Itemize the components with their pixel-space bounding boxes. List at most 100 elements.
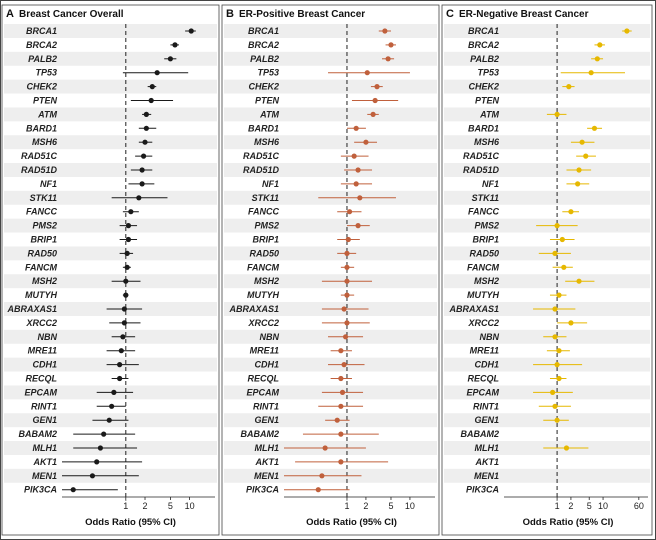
gene-label: XRCC2: [467, 318, 499, 328]
gene-label: PALB2: [250, 54, 279, 64]
row-stripe: [444, 135, 650, 150]
gene-label: RAD51C: [21, 151, 58, 161]
gene-label: RINT1: [31, 401, 57, 411]
or-point: [154, 70, 160, 76]
or-point: [94, 459, 100, 465]
gene-label: MEN1: [254, 471, 279, 481]
row-stripe: [224, 218, 437, 233]
x-axis-label: Odds Ratio (95% CI): [306, 517, 397, 528]
gene-label: BARD1: [26, 123, 57, 133]
gene-label: BRCA1: [248, 26, 279, 36]
gene-label: MUTYH: [25, 290, 57, 300]
x-tick-label: 1: [344, 501, 349, 511]
or-point: [364, 70, 370, 76]
or-point: [355, 223, 361, 229]
or-point: [583, 153, 589, 159]
x-tick-label: 10: [598, 501, 608, 511]
or-point: [136, 195, 142, 201]
x-tick-label: 5: [388, 501, 393, 511]
or-point: [97, 445, 104, 451]
row-stripe: [4, 79, 217, 94]
or-point: [556, 292, 562, 298]
gene-label: MUTYH: [467, 290, 499, 300]
gene-label: CHEK2: [26, 82, 57, 92]
or-point: [576, 278, 582, 284]
panel-letter: A: [6, 8, 14, 20]
panel-title: ER-Positive Breast Cancer: [239, 9, 365, 20]
row-stripe: [4, 274, 217, 289]
or-point: [125, 236, 132, 243]
or-point: [346, 209, 353, 215]
or-point: [559, 236, 565, 243]
gene-label: BRCA1: [468, 26, 499, 36]
gene-label: MEN1: [474, 471, 499, 481]
gene-label: RAD51C: [463, 151, 500, 161]
or-point: [351, 153, 357, 159]
or-point: [554, 223, 560, 229]
gene-label: TP53: [35, 68, 57, 78]
gene-label: ATM: [259, 109, 279, 119]
row-stripe: [224, 246, 437, 261]
x-tick-label: 10: [185, 501, 195, 511]
row-stripe: [444, 79, 650, 94]
gene-label: NF1: [40, 179, 57, 189]
or-point: [106, 417, 112, 423]
row-stripe: [4, 24, 217, 38]
row-stripe: [444, 274, 650, 289]
gene-label: NBN: [38, 332, 58, 342]
or-point: [576, 167, 582, 173]
or-point: [338, 375, 344, 382]
or-point: [70, 487, 76, 493]
row-stripe: [224, 107, 437, 122]
or-point: [552, 334, 558, 340]
or-point: [124, 250, 130, 256]
gene-label: BRCA2: [248, 40, 279, 50]
or-point: [139, 181, 145, 187]
gene-label: AKT1: [474, 457, 499, 467]
or-point: [382, 28, 388, 34]
gene-label: BRIP1: [252, 235, 279, 245]
or-point: [143, 125, 149, 131]
or-point: [322, 445, 328, 451]
gene-label: PALB2: [28, 54, 57, 64]
or-point: [355, 167, 361, 173]
or-point: [140, 153, 147, 159]
or-point: [117, 375, 123, 382]
or-point: [579, 139, 585, 145]
row-stripe: [224, 163, 437, 177]
or-point: [372, 97, 378, 104]
gene-label: BRCA1: [26, 26, 57, 36]
gene-label: BARD1: [248, 123, 279, 133]
gene-label: MUTYH: [247, 290, 279, 300]
gene-label: ABRAXAS1: [228, 304, 279, 314]
gene-label: RAD51D: [463, 165, 500, 175]
or-point: [172, 42, 178, 48]
gene-label: MRE11: [250, 346, 279, 356]
or-point: [338, 403, 344, 409]
or-point: [552, 306, 558, 312]
x-tick-label: 2: [143, 501, 148, 511]
or-point: [554, 111, 560, 117]
or-point: [344, 292, 350, 298]
panel-b: B ER-Positive Breast Cancer BRCA1 BRCA2 PALB…: [221, 4, 440, 536]
gene-label: PIK3CA: [246, 485, 279, 495]
gene-label: CHEK2: [468, 82, 499, 92]
x-tick-label: 10: [405, 501, 415, 511]
row-stripe: [4, 246, 217, 261]
gene-label: BRCA2: [468, 40, 499, 50]
gene-label: NBN: [480, 332, 500, 342]
gene-label: MSH6: [474, 137, 500, 147]
gene-label: RAD50: [469, 248, 499, 258]
or-point: [188, 28, 194, 34]
gene-label: MLH1: [475, 443, 500, 453]
panel-frame: [441, 4, 653, 536]
x-tick-label: 5: [587, 501, 592, 511]
gene-label: FANCC: [26, 207, 57, 217]
gene-label: CDH1: [254, 360, 279, 370]
row-stripe: [224, 51, 437, 66]
gene-label: MSH6: [254, 137, 280, 147]
or-point: [353, 181, 359, 187]
row-stripe: [4, 51, 217, 66]
gene-label: NF1: [482, 179, 499, 189]
